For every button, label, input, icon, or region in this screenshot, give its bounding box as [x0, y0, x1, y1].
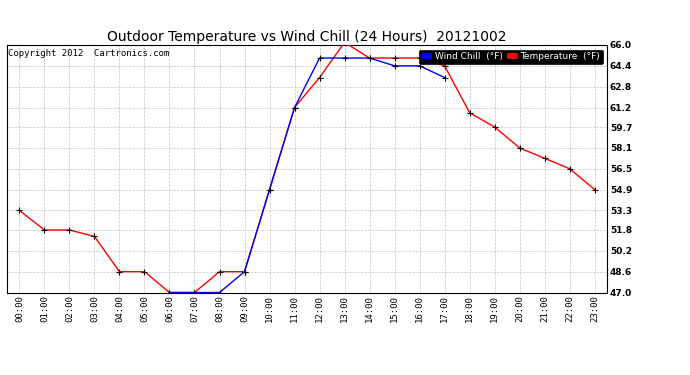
Title: Outdoor Temperature vs Wind Chill (24 Hours)  20121002: Outdoor Temperature vs Wind Chill (24 Ho…: [108, 30, 506, 44]
Legend: Wind Chill  (°F), Temperature  (°F): Wind Chill (°F), Temperature (°F): [419, 50, 602, 64]
Text: Copyright 2012  Cartronics.com: Copyright 2012 Cartronics.com: [8, 49, 169, 58]
